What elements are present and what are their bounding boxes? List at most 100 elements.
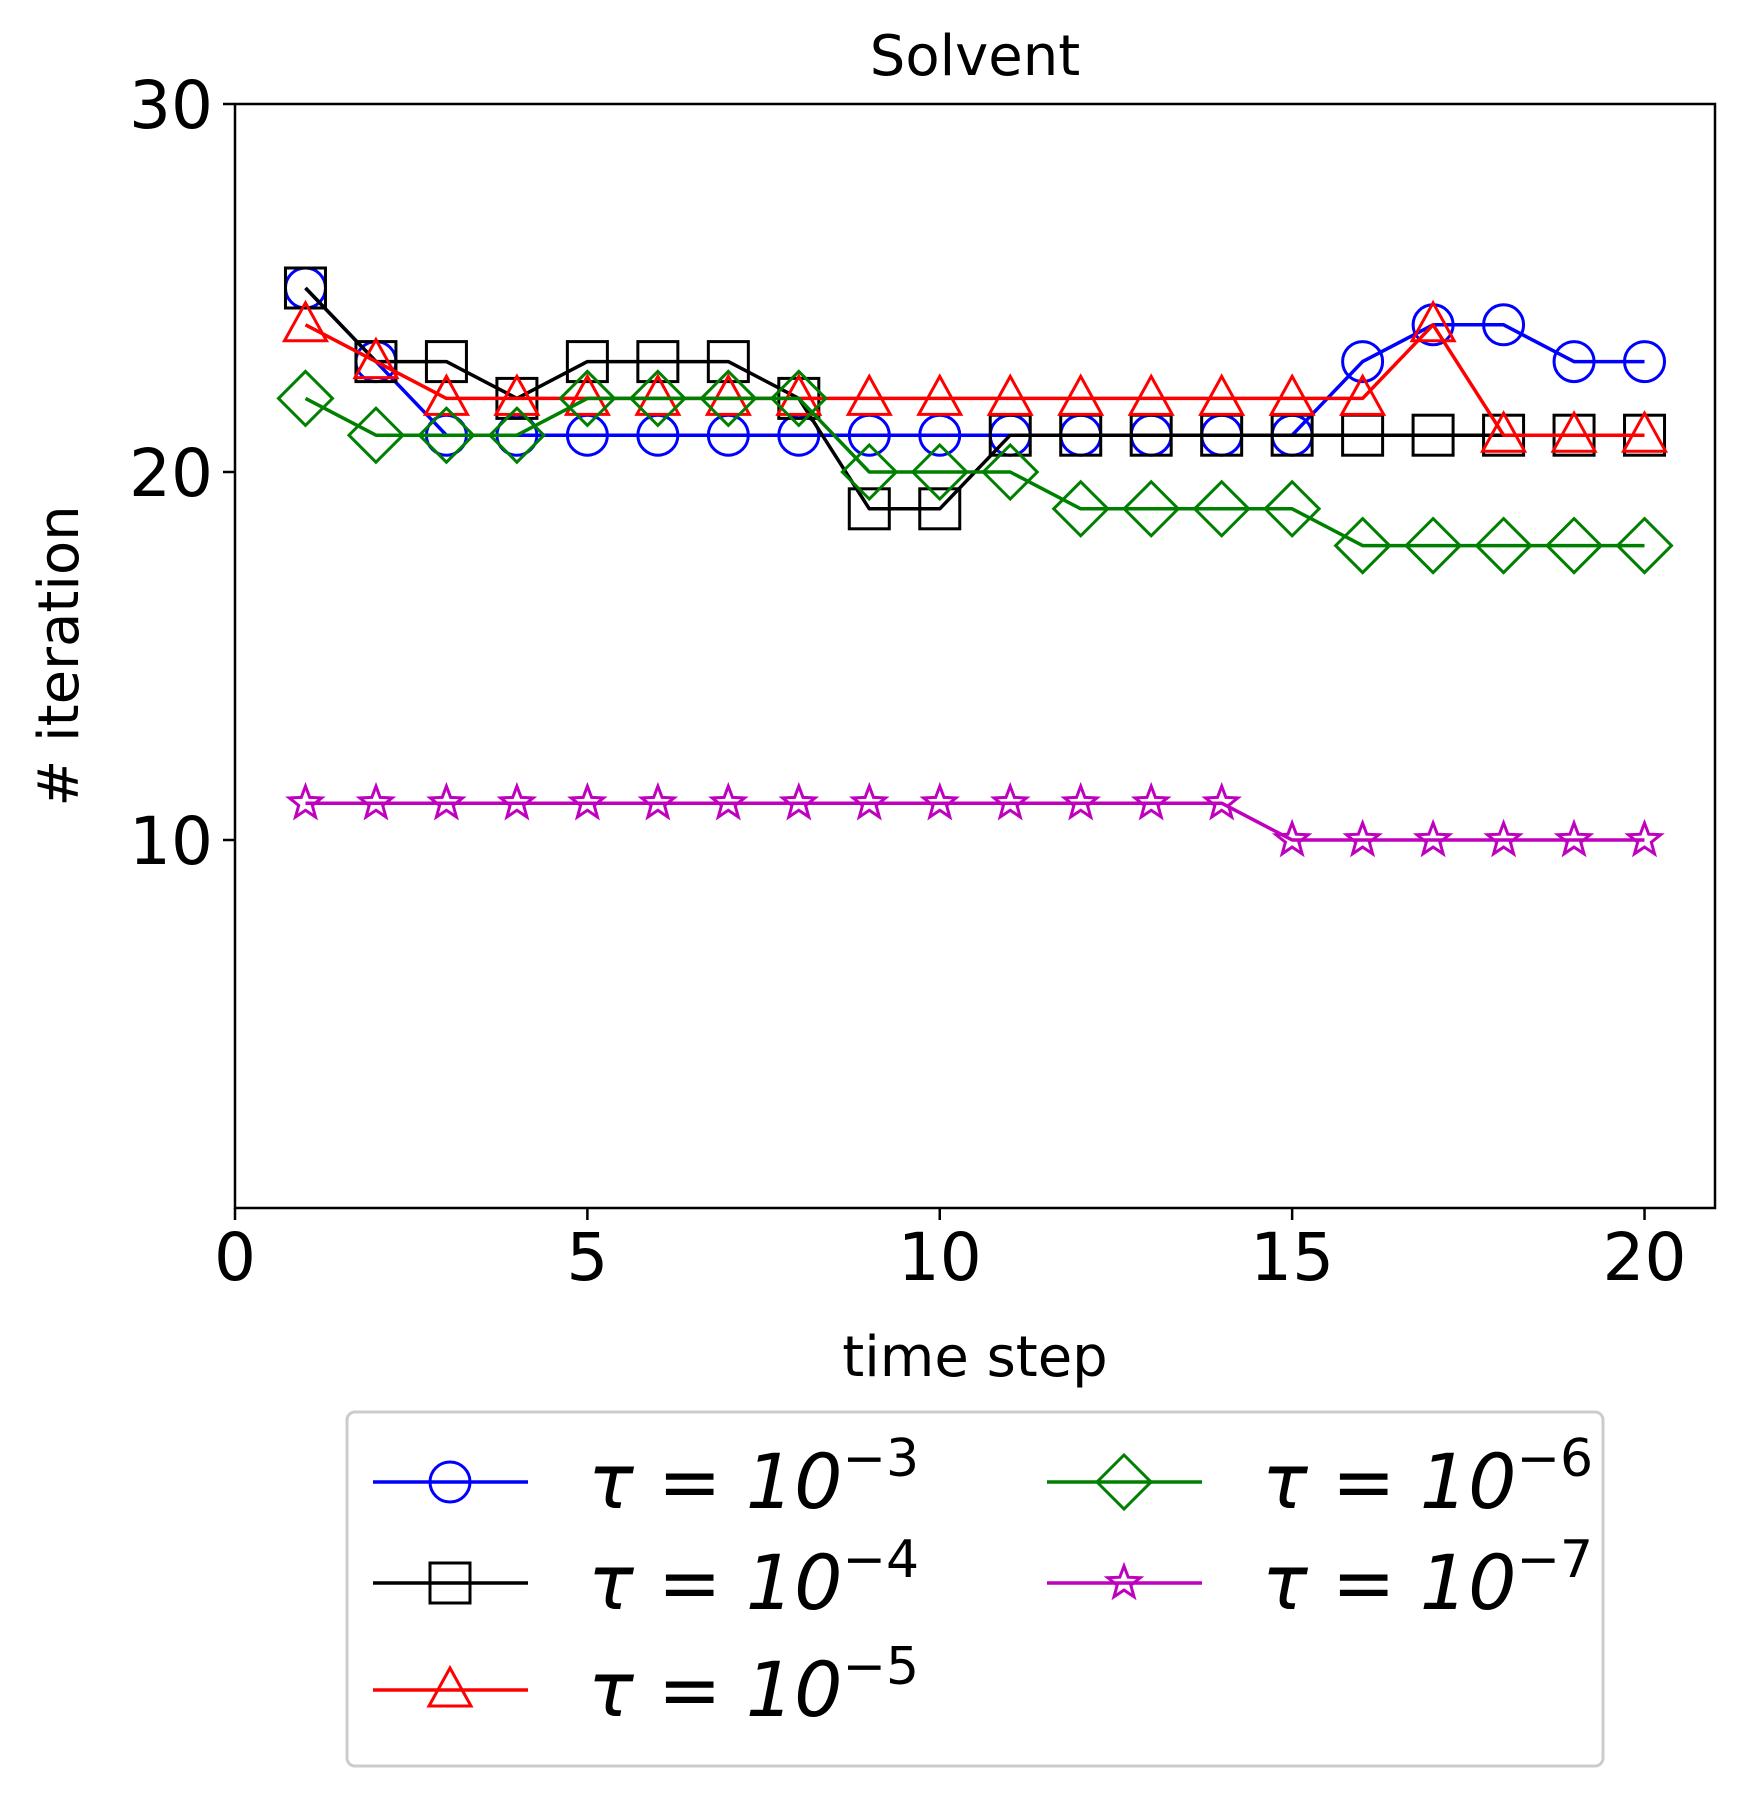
data-point [1201, 781, 1242, 821]
data-point [1127, 373, 1175, 416]
data-point [493, 373, 541, 416]
x-tick-label: 10 [898, 1219, 982, 1296]
legend-label: τ = 10−5 [588, 1637, 919, 1734]
data-point [1342, 818, 1383, 858]
legend-marker [1094, 1452, 1154, 1512]
y-axis-ticks: 10 20 30 [129, 67, 235, 880]
series-diamond [276, 369, 1674, 575]
data-point [699, 369, 758, 428]
data-point [487, 406, 547, 465]
legend-entry: τ = 10−5 [373, 1637, 919, 1734]
data-point [769, 369, 828, 428]
data-point [565, 340, 609, 384]
legend-label-base: τ = 10 [588, 1645, 842, 1734]
data-point [636, 340, 680, 384]
legend-label-exponent: −3 [842, 1429, 919, 1489]
data-point [1268, 373, 1316, 416]
data-point [1483, 818, 1524, 858]
data-point [1192, 479, 1251, 538]
x-axis-ticks: 0 5 10 15 20 [214, 1208, 1687, 1296]
y-axis-label: # iteration [27, 505, 92, 806]
data-point [1339, 373, 1387, 416]
data-point [1412, 818, 1454, 858]
data-point [981, 442, 1040, 502]
legend-marker [1103, 1561, 1145, 1601]
data-point [424, 340, 468, 384]
data-point [417, 406, 476, 465]
x-tick-label: 20 [1603, 1219, 1687, 1296]
data-point [1333, 516, 1392, 575]
data-point [422, 373, 470, 416]
y-tick-label: 30 [129, 67, 213, 144]
data-point [918, 487, 962, 531]
legend-entries: τ = 10−3τ = 10−4τ = 10−5τ = 10−6τ = 10−7 [373, 1429, 1593, 1734]
legend-entry: τ = 10−6 [1047, 1429, 1593, 1526]
data-point [1271, 818, 1313, 858]
data-point [1620, 410, 1669, 453]
legend-marker [426, 1664, 474, 1708]
data-point [840, 442, 899, 502]
y-tick-label: 10 [129, 803, 213, 880]
data-point [849, 781, 890, 821]
data-point [496, 781, 538, 821]
legend-marker [428, 1460, 472, 1504]
plot-area [233, 102, 1717, 1210]
data-point [916, 373, 964, 416]
legend-label: τ = 10−7 [1262, 1530, 1593, 1627]
data-point [567, 781, 608, 821]
data-point [847, 487, 891, 531]
x-axis-label: time step [842, 1325, 1107, 1390]
data-point [708, 781, 749, 821]
data-point [1409, 299, 1457, 343]
data-point [1263, 479, 1322, 538]
axes-frame [233, 102, 1717, 1210]
series-triangle [281, 299, 1669, 453]
legend-label-exponent: −5 [842, 1637, 919, 1697]
data-point [352, 336, 400, 380]
data-point [845, 373, 893, 416]
data-point [1057, 373, 1105, 416]
legend-label-base: τ = 10 [588, 1538, 842, 1627]
series-star [285, 781, 1665, 858]
x-tick-label: 15 [1250, 1219, 1334, 1296]
data-point [634, 373, 682, 416]
data-point [775, 373, 823, 416]
data-point [1198, 373, 1246, 416]
legend-box [345, 1410, 1605, 1768]
data-point [1122, 479, 1181, 538]
data-point [281, 299, 330, 343]
data-point [276, 369, 335, 428]
data-point [990, 781, 1031, 821]
legend: τ = 10−3τ = 10−4τ = 10−5τ = 10−6τ = 10−7 [345, 1410, 1605, 1768]
data-point [355, 781, 397, 821]
legend-label-exponent: −4 [842, 1530, 919, 1590]
data-point [1552, 340, 1596, 384]
data-point [910, 442, 969, 502]
data-point [1623, 340, 1667, 384]
data-point [986, 373, 1034, 416]
legend-label: τ = 10−4 [588, 1530, 919, 1627]
legend-entry: τ = 10−7 [1047, 1530, 1593, 1627]
data-point [1130, 781, 1172, 821]
data-point [1341, 340, 1385, 384]
legend-marker [428, 1561, 472, 1605]
data-point [1051, 479, 1110, 538]
legend-label-base: τ = 10 [588, 1437, 842, 1526]
data-point [1624, 818, 1665, 858]
series-line [304, 286, 1645, 437]
legend-label-base: τ = 10 [1262, 1437, 1516, 1526]
series-layer [276, 266, 1674, 858]
data-point [706, 340, 750, 384]
data-point [563, 373, 611, 416]
legend-label-base: τ = 10 [1262, 1538, 1516, 1627]
data-point [558, 369, 617, 428]
data-point [283, 266, 327, 310]
y-tick-label: 20 [129, 435, 213, 512]
data-point [1482, 303, 1526, 347]
series-line [304, 396, 1645, 548]
data-point [919, 781, 960, 821]
data-point [426, 781, 467, 821]
data-point [628, 369, 687, 428]
x-tick-label: 5 [566, 1219, 608, 1296]
